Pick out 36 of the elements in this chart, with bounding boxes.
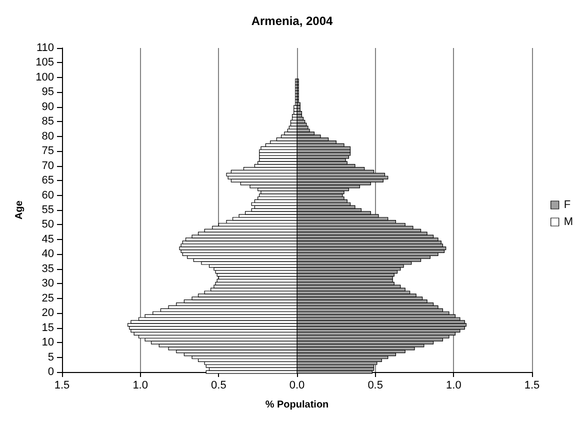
x-tick-label: 0.0 [289, 380, 305, 392]
x-tick-label: 1.5 [54, 380, 70, 392]
y-tick-label: 35 [42, 262, 54, 275]
bar [294, 108, 298, 112]
y-tick-label: 15 [42, 322, 54, 334]
y-tick-label: 75 [42, 145, 54, 158]
y-tick-label: 85 [42, 116, 54, 128]
y-tick-label: 5 [48, 351, 54, 364]
legend-label: F [564, 199, 571, 211]
y-tick-label: 55 [42, 204, 54, 216]
y-tick-label: 60 [42, 189, 54, 202]
y-tick-label: 20 [42, 307, 54, 320]
y-tick-label: 95 [42, 86, 54, 98]
y-axis-title: Age [14, 200, 26, 220]
x-tick-label: 0.5 [211, 380, 226, 392]
y-tick-label: 45 [42, 233, 54, 246]
x-tick-label: 1.5 [524, 380, 540, 392]
y-tick-label: 100 [36, 71, 54, 84]
y-tick-label: 50 [42, 218, 54, 231]
legend-label: M [564, 216, 574, 228]
y-tick-label: 0 [48, 366, 54, 378]
y-tick-label: 90 [42, 100, 54, 113]
y-tick-label: 65 [42, 174, 54, 187]
y-tick-label: 10 [42, 336, 54, 349]
y-tick-label: 40 [42, 248, 54, 260]
y-tick-label: 70 [42, 160, 54, 172]
chart-title: Armenia, 2004 [251, 14, 334, 28]
y-tick-label: 110 [36, 42, 54, 54]
y-tick-label: 25 [42, 292, 54, 304]
y-tick-label: 80 [42, 130, 54, 142]
x-tick-label: 1.0 [446, 380, 462, 392]
x-axis-title: % Population [265, 400, 329, 410]
x-tick-label: 1.0 [132, 380, 148, 392]
y-tick-label: 105 [36, 56, 54, 69]
y-tick-label: 30 [42, 278, 54, 290]
x-tick-label: 0.5 [368, 380, 383, 392]
